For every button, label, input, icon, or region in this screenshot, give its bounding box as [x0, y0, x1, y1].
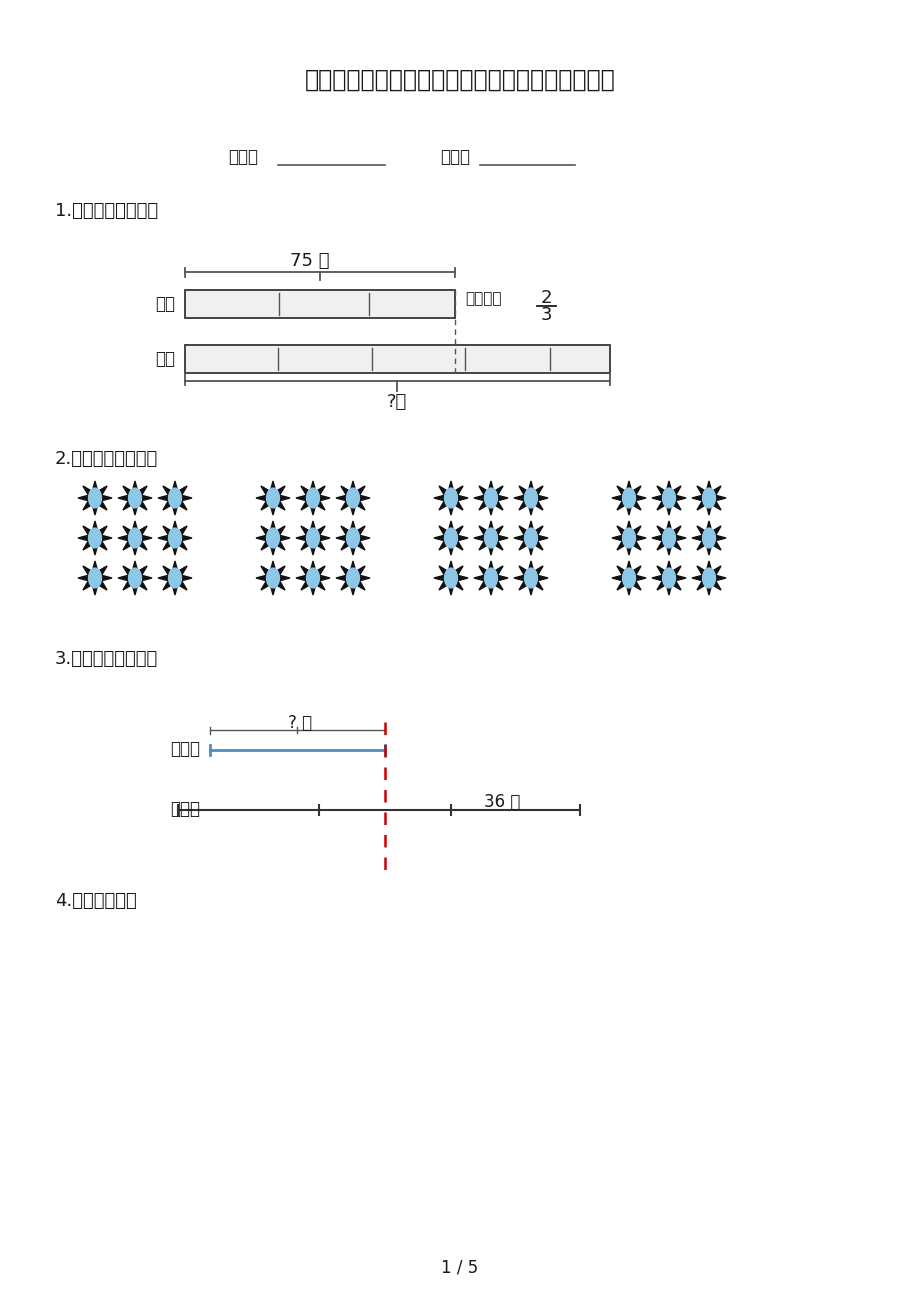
Text: 笼球：: 笼球：	[170, 740, 199, 758]
FancyBboxPatch shape	[185, 290, 455, 318]
Polygon shape	[514, 480, 548, 516]
Text: 2.　看图列式计算。: 2. 看图列式计算。	[55, 450, 158, 467]
Polygon shape	[118, 480, 152, 516]
Text: 75 朵: 75 朵	[289, 253, 329, 270]
Ellipse shape	[702, 529, 715, 548]
Ellipse shape	[129, 488, 142, 508]
Ellipse shape	[129, 529, 142, 548]
Polygon shape	[434, 561, 468, 595]
Polygon shape	[335, 521, 369, 555]
Ellipse shape	[622, 488, 635, 508]
Text: 冀教版小学三年级数学上学期看图列式计算专项题: 冀教版小学三年级数学上学期看图列式计算专项题	[304, 68, 615, 92]
Text: 姓名：: 姓名：	[439, 148, 470, 165]
Polygon shape	[296, 521, 330, 555]
Polygon shape	[611, 480, 645, 516]
Polygon shape	[473, 480, 507, 516]
Ellipse shape	[306, 568, 319, 589]
FancyBboxPatch shape	[185, 345, 609, 372]
Polygon shape	[611, 561, 645, 595]
Ellipse shape	[346, 529, 359, 548]
Text: 班级：: 班级：	[228, 148, 257, 165]
Ellipse shape	[444, 529, 457, 548]
Ellipse shape	[444, 568, 457, 589]
Ellipse shape	[168, 568, 181, 589]
Ellipse shape	[88, 529, 101, 548]
Polygon shape	[118, 561, 152, 595]
Polygon shape	[473, 521, 507, 555]
Ellipse shape	[662, 568, 675, 589]
Polygon shape	[691, 561, 725, 595]
Polygon shape	[434, 521, 468, 555]
Text: 3: 3	[539, 306, 551, 324]
Text: 足球：: 足球：	[170, 799, 199, 818]
Polygon shape	[434, 480, 468, 516]
Ellipse shape	[484, 529, 497, 548]
Ellipse shape	[88, 488, 101, 508]
Polygon shape	[255, 561, 289, 595]
Text: 菊花: 菊花	[154, 296, 175, 312]
Ellipse shape	[702, 568, 715, 589]
Polygon shape	[158, 521, 192, 555]
Polygon shape	[118, 521, 152, 555]
Text: 1.　看图列式计算。: 1. 看图列式计算。	[55, 202, 158, 220]
Text: ?朵: ?朵	[387, 393, 407, 411]
Ellipse shape	[662, 488, 675, 508]
Polygon shape	[514, 561, 548, 595]
Polygon shape	[158, 480, 192, 516]
Ellipse shape	[168, 488, 181, 508]
Ellipse shape	[267, 488, 279, 508]
Ellipse shape	[346, 488, 359, 508]
Polygon shape	[514, 521, 548, 555]
Ellipse shape	[267, 568, 279, 589]
Ellipse shape	[622, 568, 635, 589]
Polygon shape	[473, 561, 507, 595]
Text: 珫瑰: 珫瑰	[154, 350, 175, 368]
Polygon shape	[255, 480, 289, 516]
Ellipse shape	[346, 568, 359, 589]
Polygon shape	[78, 561, 112, 595]
Polygon shape	[652, 480, 686, 516]
Polygon shape	[158, 561, 192, 595]
Ellipse shape	[88, 568, 101, 589]
Ellipse shape	[306, 488, 319, 508]
Ellipse shape	[524, 529, 537, 548]
Polygon shape	[296, 561, 330, 595]
Polygon shape	[335, 480, 369, 516]
Ellipse shape	[267, 529, 279, 548]
Ellipse shape	[662, 529, 675, 548]
Text: ? 个: ? 个	[288, 713, 312, 732]
Polygon shape	[611, 521, 645, 555]
Ellipse shape	[168, 529, 181, 548]
Ellipse shape	[484, 568, 497, 589]
Text: 比菊花多: 比菊花多	[464, 292, 501, 306]
Polygon shape	[78, 480, 112, 516]
Ellipse shape	[129, 568, 142, 589]
Ellipse shape	[524, 568, 537, 589]
Text: 36 个: 36 个	[483, 793, 519, 811]
Polygon shape	[255, 521, 289, 555]
Ellipse shape	[622, 529, 635, 548]
Text: 3.　看图列式计算。: 3. 看图列式计算。	[55, 650, 158, 668]
Text: 4.　列式计算。: 4. 列式计算。	[55, 892, 137, 910]
Polygon shape	[335, 561, 369, 595]
Polygon shape	[78, 521, 112, 555]
Ellipse shape	[524, 488, 537, 508]
Polygon shape	[691, 521, 725, 555]
Polygon shape	[691, 480, 725, 516]
Ellipse shape	[444, 488, 457, 508]
Ellipse shape	[484, 488, 497, 508]
Polygon shape	[652, 521, 686, 555]
Ellipse shape	[702, 488, 715, 508]
Polygon shape	[296, 480, 330, 516]
Text: 2: 2	[539, 289, 551, 307]
Ellipse shape	[306, 529, 319, 548]
Polygon shape	[652, 561, 686, 595]
Text: 1 / 5: 1 / 5	[441, 1258, 478, 1276]
